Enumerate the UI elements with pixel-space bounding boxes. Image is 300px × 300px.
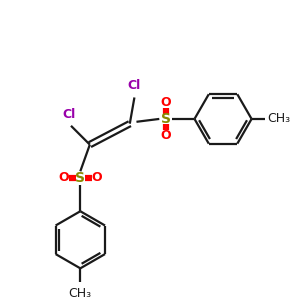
Text: Cl: Cl: [128, 79, 141, 92]
Text: S: S: [75, 171, 85, 185]
Text: O: O: [160, 129, 171, 142]
Text: CH₃: CH₃: [68, 287, 91, 300]
Text: CH₃: CH₃: [267, 112, 290, 125]
Text: O: O: [91, 171, 102, 184]
Text: S: S: [161, 112, 171, 126]
Text: O: O: [59, 171, 69, 184]
Text: Cl: Cl: [62, 108, 76, 121]
Text: O: O: [160, 96, 171, 109]
